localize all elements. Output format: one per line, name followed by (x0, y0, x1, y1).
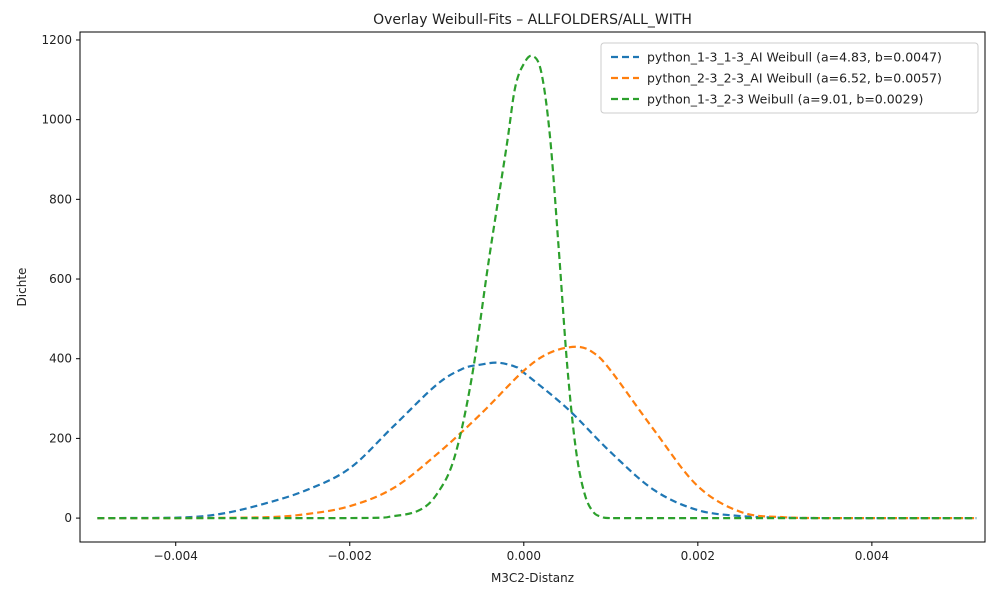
plot-area: −0.004 −0.002 0.000 0.002 0.004 0 200 400 600 80… (41, 31, 986, 563)
y-tick-label: 1000 (41, 113, 72, 127)
series-line-3 (97, 54, 977, 520)
y-tick-label: 800 (49, 192, 72, 206)
x-tick-label: 0.000 (507, 549, 541, 563)
y-tick-label: 600 (49, 272, 72, 286)
plot-frame (79, 31, 986, 543)
x-tick-label: 0.002 (681, 549, 715, 563)
series-lines (97, 54, 977, 520)
x-tick-label: −0.002 (328, 549, 372, 563)
y-tick-label: 200 (49, 431, 72, 445)
legend-label-1: python_1-3_1-3_AI Weibull (a=4.83, b=0.0… (647, 50, 942, 65)
series-line-1 (97, 361, 977, 520)
legend-box (600, 42, 979, 114)
legend-label-2: python_2-3_2-3_AI Weibull (a=6.52, b=0.0… (647, 71, 942, 86)
y-tick-label: 0 (64, 511, 72, 525)
y-tick-label: 1200 (41, 33, 72, 47)
x-axis: −0.004 −0.002 0.000 0.002 0.004 (154, 542, 889, 563)
y-axis: 0 200 400 600 800 1000 1200 (41, 33, 80, 525)
legend-label-3: python_1-3_2-3 Weibull (a=9.01, b=0.0029… (647, 92, 923, 107)
y-tick-label: 400 (49, 352, 72, 366)
y-axis-label: Dichte (15, 268, 29, 307)
legend: python_1-3_1-3_AI Weibull (a=4.83, b=0.0… (600, 42, 979, 114)
series-line-2 (97, 345, 977, 520)
x-tick-label: −0.004 (154, 549, 198, 563)
chart-title: Overlay Weibull-Fits – ALLFOLDERS/ALL_WI… (373, 12, 692, 28)
x-axis-label: M3C2-Distanz (491, 571, 574, 585)
x-tick-label: 0.004 (855, 549, 889, 563)
